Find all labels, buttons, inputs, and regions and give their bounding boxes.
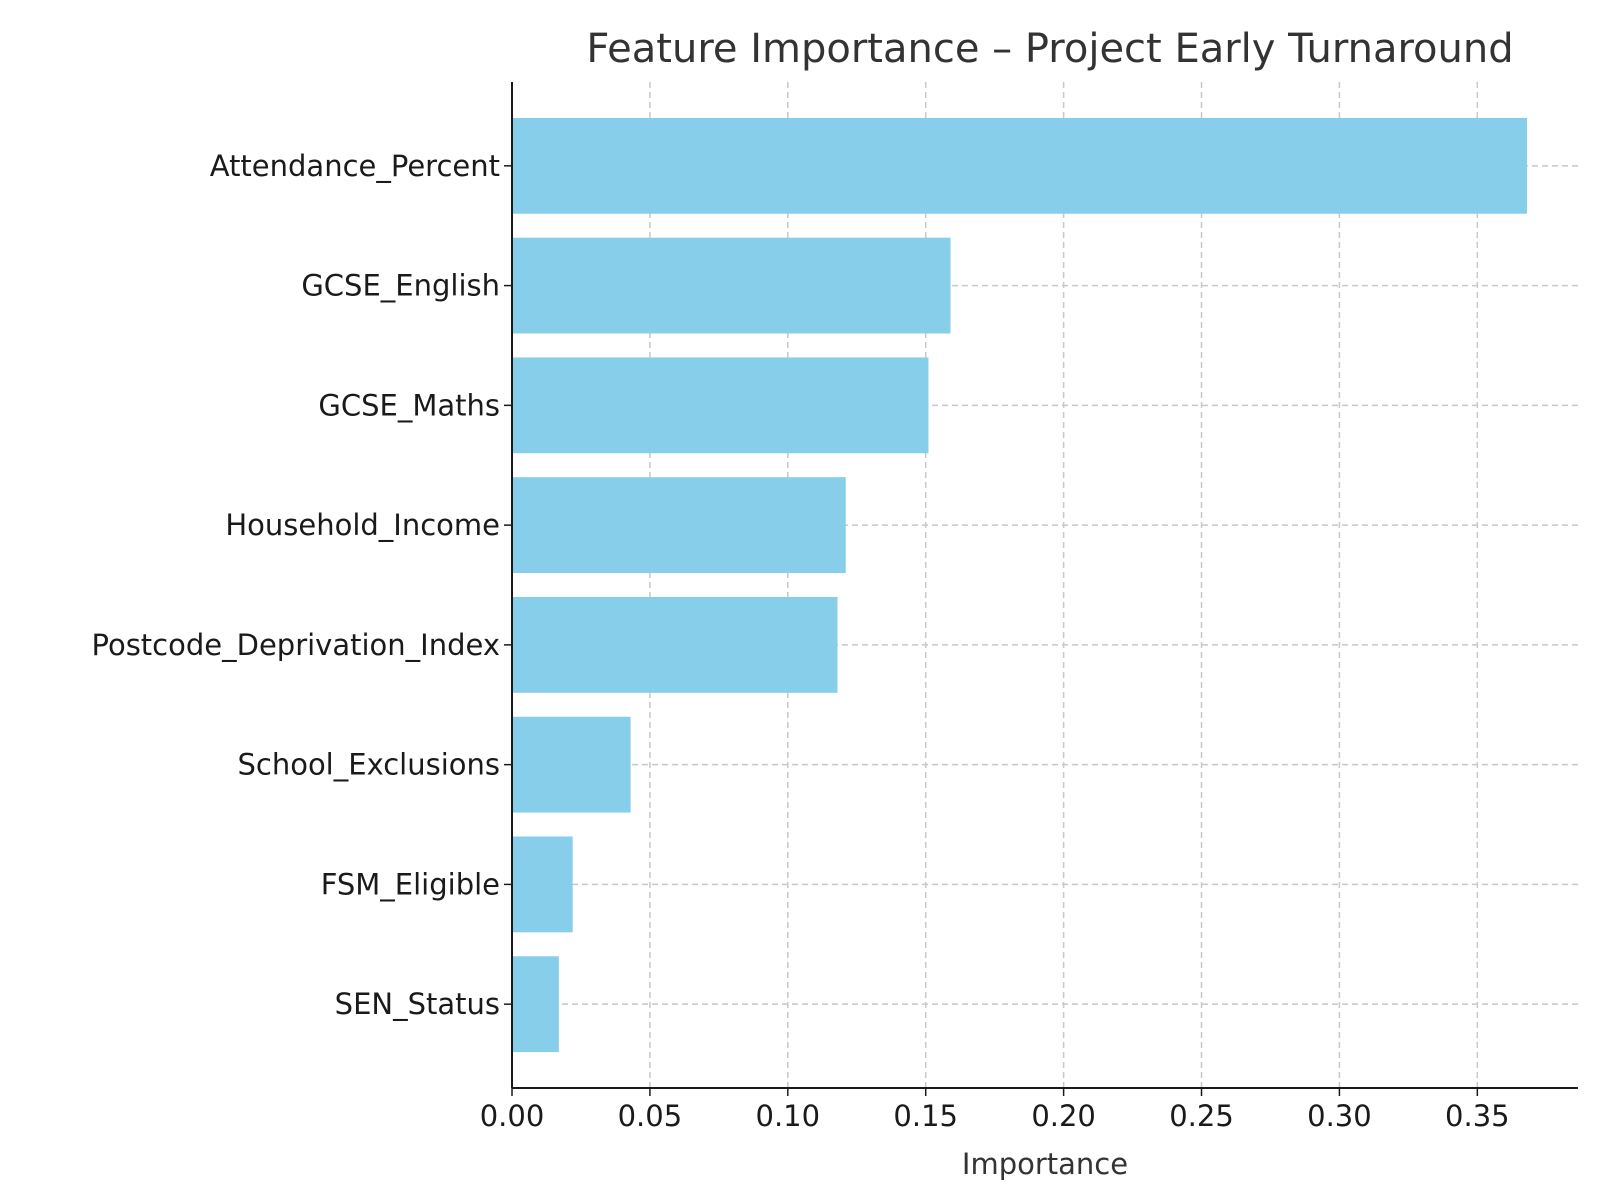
chart-title: Feature Importance – Project Early Turna… [586,26,1513,72]
x-tick-label: 0.00 [480,1099,545,1133]
x-tick-label: 0.20 [1031,1099,1096,1133]
y-tick-label: SEN_Status [335,987,500,1021]
x-tick-label: 0.05 [618,1099,683,1133]
y-tick-label: School_Exclusions [237,748,500,782]
x-tick-label: 0.15 [893,1099,958,1133]
bar-school-exclusions [512,716,631,813]
y-tick-label: GCSE_Maths [318,388,500,422]
y-tick-label: Household_Income [225,508,500,542]
y-tick-label: GCSE_English [301,269,500,303]
x-axis-label: Importance [962,1147,1128,1181]
bar-gcse-maths [512,357,929,454]
axis-layer: 0.00 0.05 0.10 0.15 0.20 0.25 0.30 0.35 Attendan… [92,82,1578,1133]
x-tick-label: 0.30 [1307,1099,1372,1133]
y-tick-label: Postcode_Deprivation_Index [92,628,501,662]
bar-household-income [512,477,846,574]
x-tick-label: 0.35 [1445,1099,1510,1133]
bar-postcode-deprivation-index [512,596,838,693]
y-tick-label: FSM_Eligible [321,867,500,901]
y-tick-label: Attendance_Percent [210,149,500,183]
bar-attendance-percent [512,117,1527,214]
x-tick-label: 0.25 [1169,1099,1234,1133]
bar-gcse-english [512,237,951,334]
bar-layer [512,117,1527,1053]
x-tick-label: 0.10 [756,1099,821,1133]
bar-fsm-eligible [512,836,573,933]
bar-sen-status [512,956,559,1053]
grid-layer [511,82,1578,1088]
